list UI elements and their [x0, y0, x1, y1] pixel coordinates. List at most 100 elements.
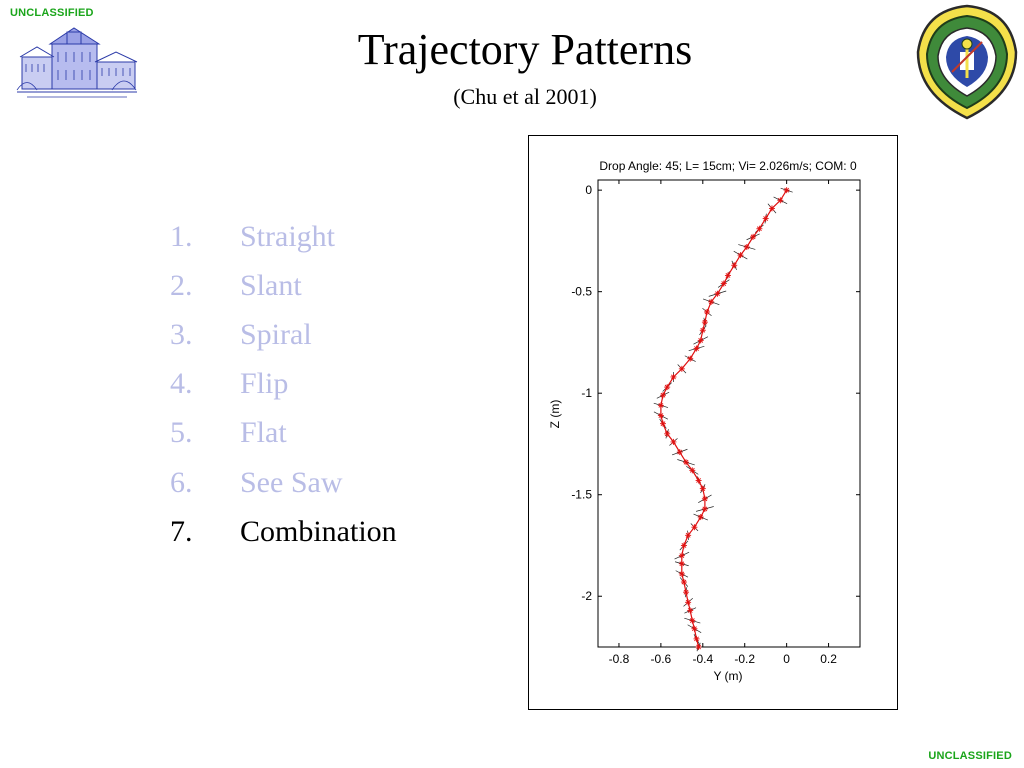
asterisk-marker	[720, 280, 727, 287]
trajectory-pattern-list: 1. Straight 2. Slant 3. Spiral 4. Flip 5…	[170, 212, 397, 556]
asterisk-marker	[743, 244, 750, 251]
marker-stroke	[725, 273, 731, 278]
marker-stroke	[702, 319, 708, 325]
marker-stroke	[689, 618, 695, 624]
marker-stroke	[681, 579, 687, 585]
asterisk-marker	[693, 345, 700, 352]
marker-stroke	[664, 384, 670, 390]
asterisk-marker	[678, 570, 685, 577]
x-tick-label: -0.2	[734, 652, 755, 666]
x-axis-label: Y (m)	[713, 669, 742, 683]
marker-stroke	[671, 374, 676, 380]
marker-stroke	[691, 524, 697, 530]
asterisk-marker	[685, 532, 692, 539]
marker-stroke	[660, 392, 666, 398]
y-tick-label: 0	[585, 183, 592, 197]
y-tick-label: -2	[581, 589, 592, 603]
list-item-label: Spiral	[240, 317, 312, 351]
asterisk-marker	[756, 225, 763, 232]
asterisk-marker	[689, 617, 696, 624]
marker-stroke	[679, 553, 685, 559]
marker-stroke	[694, 636, 699, 642]
list-item-combination: 7. Combination	[170, 507, 397, 556]
asterisk-marker	[783, 187, 790, 194]
y-tick-label: -0.5	[571, 285, 592, 299]
marker-stroke	[696, 644, 702, 650]
asterisk-marker	[687, 607, 694, 614]
asterisk-marker	[750, 233, 757, 240]
asterisk-marker	[768, 205, 775, 212]
list-item-label: Combination	[240, 514, 397, 548]
asterisk-marker	[737, 252, 744, 259]
asterisk-marker	[683, 459, 690, 466]
marker-stroke	[685, 599, 691, 605]
asterisk-marker	[657, 402, 664, 409]
marker-stroke	[696, 478, 702, 483]
marker-stroke	[700, 327, 706, 333]
x-tick-label: 0	[783, 652, 790, 666]
marker-stroke	[687, 356, 693, 362]
asterisk-marker	[699, 327, 706, 334]
asterisk-marker	[683, 589, 690, 596]
marker-stroke	[658, 402, 664, 408]
marker-stroke	[689, 467, 695, 473]
marker-stroke	[698, 514, 704, 520]
marker-stroke	[677, 449, 683, 455]
asterisk-marker	[693, 635, 700, 642]
asterisk-marker	[670, 373, 677, 380]
marker-stroke	[731, 262, 737, 268]
list-item-label: Flat	[240, 416, 287, 450]
asterisk-marker	[697, 337, 704, 344]
asterisk-marker	[659, 420, 666, 427]
marker-stroke	[702, 506, 708, 512]
marker-stroke	[658, 413, 664, 418]
marker-stroke	[687, 608, 693, 613]
asterisk-marker	[680, 579, 687, 586]
marker-stroke	[664, 431, 670, 437]
asterisk-marker	[701, 495, 708, 502]
marker-stroke	[784, 187, 790, 193]
trajectory-markers	[657, 187, 790, 650]
asterisk-marker	[691, 625, 698, 632]
marker-stroke	[763, 216, 769, 221]
marker-stroke	[738, 252, 743, 258]
list-item-number: 1.	[170, 219, 193, 253]
classification-label-top: UNCLASSIFIED	[10, 7, 94, 19]
building-sketch-logo	[12, 22, 142, 107]
list-item-label: Straight	[240, 219, 335, 253]
marker-stroke	[769, 206, 775, 211]
marker-stroke	[708, 299, 714, 305]
list-item-flip: 4. Flip	[170, 360, 397, 409]
marker-stroke	[756, 226, 762, 232]
asterisk-marker	[724, 272, 731, 279]
trajectory-chart-svg: Drop Angle: 45; L= 15cm; Vi= 2.026m/s; C…	[548, 159, 861, 683]
asterisk-marker	[659, 392, 666, 399]
slide-subtitle: (Chu et al 2001)	[453, 84, 597, 109]
marker-stroke	[679, 561, 685, 567]
x-tick-label: -0.8	[609, 652, 630, 666]
naval-postgraduate-school-seal	[912, 2, 1022, 127]
marker-stroke	[715, 291, 720, 297]
marker-stroke	[750, 234, 756, 240]
list-item-label: Slant	[240, 268, 302, 302]
asterisk-marker	[777, 197, 784, 204]
list-item-spiral: 3. Spiral	[170, 310, 397, 359]
marker-stroke	[683, 459, 689, 465]
marker-stroke	[679, 571, 685, 577]
list-item-slant: 2. Slant	[170, 261, 397, 310]
asterisk-marker	[689, 467, 696, 474]
marker-stroke	[744, 244, 750, 250]
asterisk-marker	[687, 355, 694, 362]
list-item-number: 4.	[170, 367, 193, 401]
asterisk-marker	[695, 644, 702, 650]
marker-stroke	[698, 337, 704, 343]
asterisk-marker	[678, 365, 685, 372]
list-item-label: Flip	[240, 367, 289, 401]
asterisk-marker	[676, 449, 683, 456]
y-axis-label: Z (m)	[548, 400, 562, 429]
plot-area	[597, 179, 861, 648]
y-tick-label: -1.5	[571, 488, 592, 502]
list-item-number: 7.	[170, 514, 193, 548]
asterisk-marker	[691, 524, 698, 531]
asterisk-marker	[695, 477, 702, 484]
